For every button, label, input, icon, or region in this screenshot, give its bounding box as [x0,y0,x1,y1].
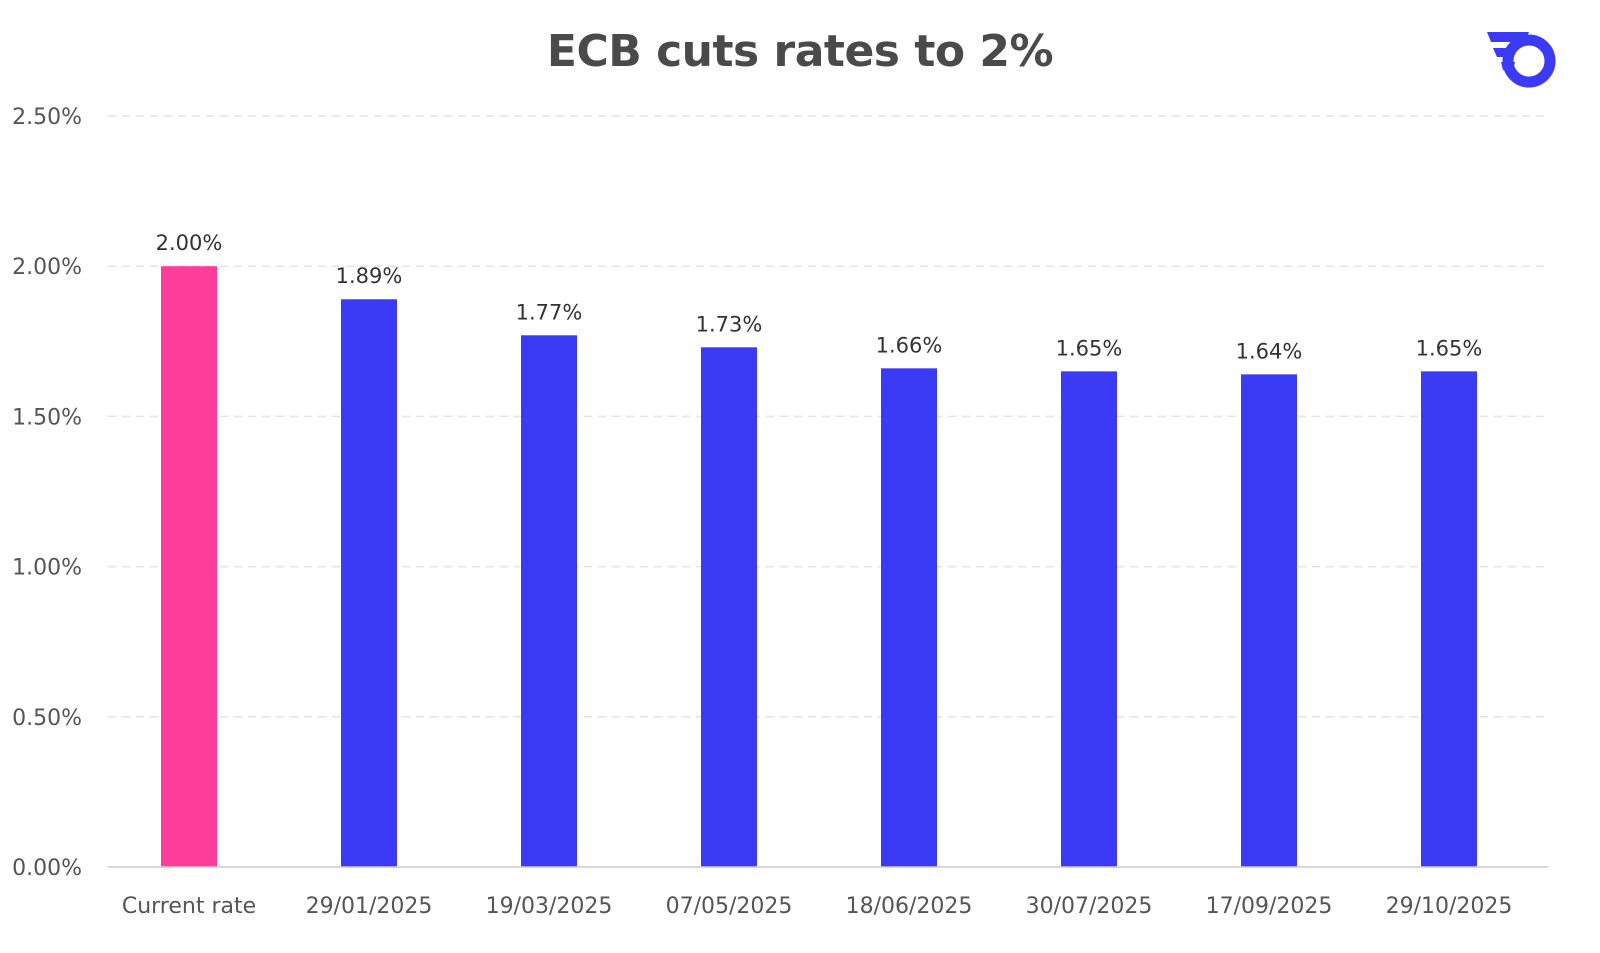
bar [1421,371,1477,867]
y-tick-label: 0.50% [12,706,82,731]
data-label: 1.65% [1416,336,1483,360]
gridlines [108,115,1548,718]
category-label: 30/07/2025 [1026,894,1153,919]
y-axis-ticks: 0.00% 0.50% 1.00% 1.50% 2.00% 2.50% [12,105,82,881]
y-tick-label: 1.00% [12,556,82,581]
category-label: 18/06/2025 [846,894,973,919]
bar [161,266,217,867]
chart-title: ECB cuts rates to 2% [546,26,1054,77]
y-tick-label: 0.00% [12,856,82,881]
bar [1061,371,1117,867]
category-label: 17/09/2025 [1206,894,1333,919]
data-label: 2.00% [156,231,223,255]
bar [881,368,937,867]
bar [701,347,757,868]
x-axis-categories: Current rate 29/01/2025 19/03/2025 07/05/20… [122,894,1513,919]
bar [521,335,577,867]
y-tick-label: 1.50% [12,405,82,430]
data-label: 1.66% [876,333,943,357]
category-label: 19/03/2025 [486,894,613,919]
bar [341,299,397,867]
data-label: 1.64% [1236,339,1303,363]
data-label: 1.77% [516,300,583,324]
bars [161,266,1477,868]
brand-logo-icon [1487,32,1556,88]
data-label: 1.89% [336,264,403,288]
data-labels: 2.00% 1.89% 1.77% 1.73% 1.66% 1.65% 1.64% 1.65% [156,231,1483,363]
category-label: 07/05/2025 [666,894,793,919]
category-label: 29/10/2025 [1386,894,1513,919]
category-label: Current rate [122,894,256,919]
category-label: 29/01/2025 [306,894,433,919]
y-tick-label: 2.00% [12,255,82,280]
y-tick-label: 2.50% [12,105,82,130]
bar [1241,374,1297,867]
data-label: 1.73% [696,312,763,336]
data-label: 1.65% [1056,336,1123,360]
